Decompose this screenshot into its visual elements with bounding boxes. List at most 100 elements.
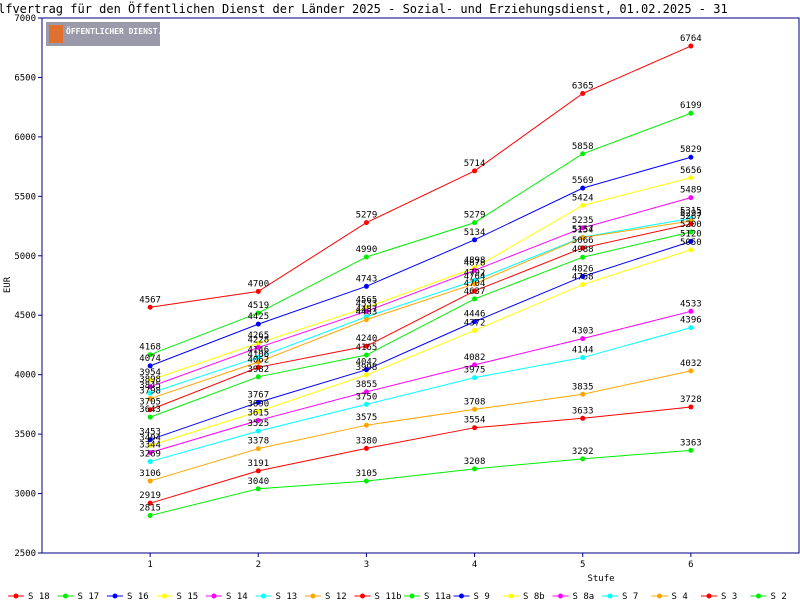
data-label: 4463 — [356, 308, 378, 318]
point — [472, 296, 478, 302]
data-label: 5424 — [572, 193, 594, 203]
legend-label: S_13 — [276, 592, 298, 600]
point — [255, 417, 261, 423]
legend-label: S_18 — [28, 592, 50, 600]
legend-label: S_15 — [177, 592, 199, 600]
point — [472, 281, 478, 287]
data-label: 4567 — [139, 295, 161, 305]
legend-label: S_11a — [424, 592, 451, 600]
data-label: 4743 — [356, 274, 378, 284]
point — [363, 343, 369, 349]
series-line — [149, 217, 691, 394]
point — [472, 375, 478, 381]
data-label: 3690 — [247, 400, 269, 410]
point — [255, 340, 261, 346]
point — [688, 195, 694, 201]
legend-marker — [706, 593, 712, 599]
data-label: 6764 — [680, 34, 702, 44]
y-tick-label: 3500 — [14, 430, 36, 440]
data-label: 5120 — [680, 230, 702, 240]
x-tick-label: 2 — [256, 560, 261, 570]
data-label: 4228 — [247, 336, 269, 346]
point — [363, 308, 369, 314]
point — [147, 407, 153, 413]
x-tick-label: 3 — [364, 560, 369, 570]
data-label: 5050 — [680, 238, 702, 248]
data-label: 3615 — [247, 408, 269, 418]
data-label: 4240 — [356, 334, 378, 344]
data-label: 2919 — [139, 491, 161, 501]
point — [688, 154, 694, 160]
legend-label: S_2 — [771, 592, 787, 600]
point — [255, 446, 261, 452]
point — [255, 486, 261, 492]
point — [363, 220, 369, 226]
data-label: 4700 — [247, 279, 269, 289]
point — [472, 425, 478, 431]
point — [147, 390, 153, 396]
point — [688, 110, 694, 116]
legend-marker — [607, 593, 613, 599]
point — [363, 422, 369, 428]
data-label: 3835 — [572, 382, 594, 392]
data-label: 5267 — [680, 212, 702, 222]
data-label: 4032 — [680, 359, 702, 369]
legend-marker — [261, 593, 266, 599]
point — [363, 304, 369, 310]
data-label: 3378 — [247, 437, 269, 447]
data-label: 5293 — [680, 209, 702, 219]
data-label: 6365 — [572, 81, 594, 91]
data-label: 3404 — [139, 434, 161, 444]
legend-marker — [112, 593, 118, 599]
data-label: 3633 — [572, 406, 594, 416]
point — [688, 325, 694, 331]
series-line — [150, 327, 691, 463]
data-label: 3453 — [139, 428, 161, 438]
legend-label: S_17 — [78, 592, 100, 600]
data-label: 6199 — [680, 101, 702, 111]
data-label: 3525 — [247, 419, 269, 429]
data-label: 4446 — [464, 310, 486, 320]
point — [255, 364, 261, 370]
point — [147, 352, 153, 358]
data-label: 4826 — [572, 264, 594, 274]
data-label: 4168 — [139, 343, 161, 353]
plot-frame — [41, 17, 800, 554]
data-label: 5134 — [464, 228, 486, 238]
series-line — [150, 45, 692, 308]
point — [472, 220, 478, 226]
point — [147, 377, 153, 383]
point — [688, 43, 694, 49]
data-label: 4988 — [572, 245, 594, 255]
point — [363, 389, 369, 395]
data-label: 3845 — [139, 381, 161, 391]
x-tick-label: 1 — [147, 560, 152, 570]
data-label: 4082 — [464, 353, 486, 363]
point — [580, 185, 586, 191]
y-tick-label: 6000 — [14, 133, 36, 143]
legend-label: S_8a — [573, 592, 595, 600]
legend-label: S_16 — [127, 592, 149, 600]
point — [472, 267, 478, 273]
data-label: 3728 — [680, 395, 702, 405]
data-label: 4704 — [464, 279, 486, 289]
y-tick-label: 3000 — [14, 490, 36, 500]
data-label: 4265 — [247, 331, 269, 341]
data-label: 5858 — [572, 142, 594, 152]
series-line — [149, 177, 691, 381]
data-label: 3708 — [464, 397, 486, 407]
point — [580, 415, 586, 421]
point — [472, 237, 478, 243]
data-label: 4792 — [464, 269, 486, 279]
legend-marker — [558, 593, 563, 599]
data-label: 5714 — [464, 159, 486, 169]
data-label: 4487 — [356, 305, 378, 315]
series-line — [149, 112, 692, 356]
point — [147, 459, 153, 465]
data-label: 4637 — [464, 287, 486, 297]
data-label: 3040 — [247, 477, 269, 487]
point — [688, 404, 694, 410]
point — [255, 374, 261, 380]
point — [147, 500, 153, 506]
